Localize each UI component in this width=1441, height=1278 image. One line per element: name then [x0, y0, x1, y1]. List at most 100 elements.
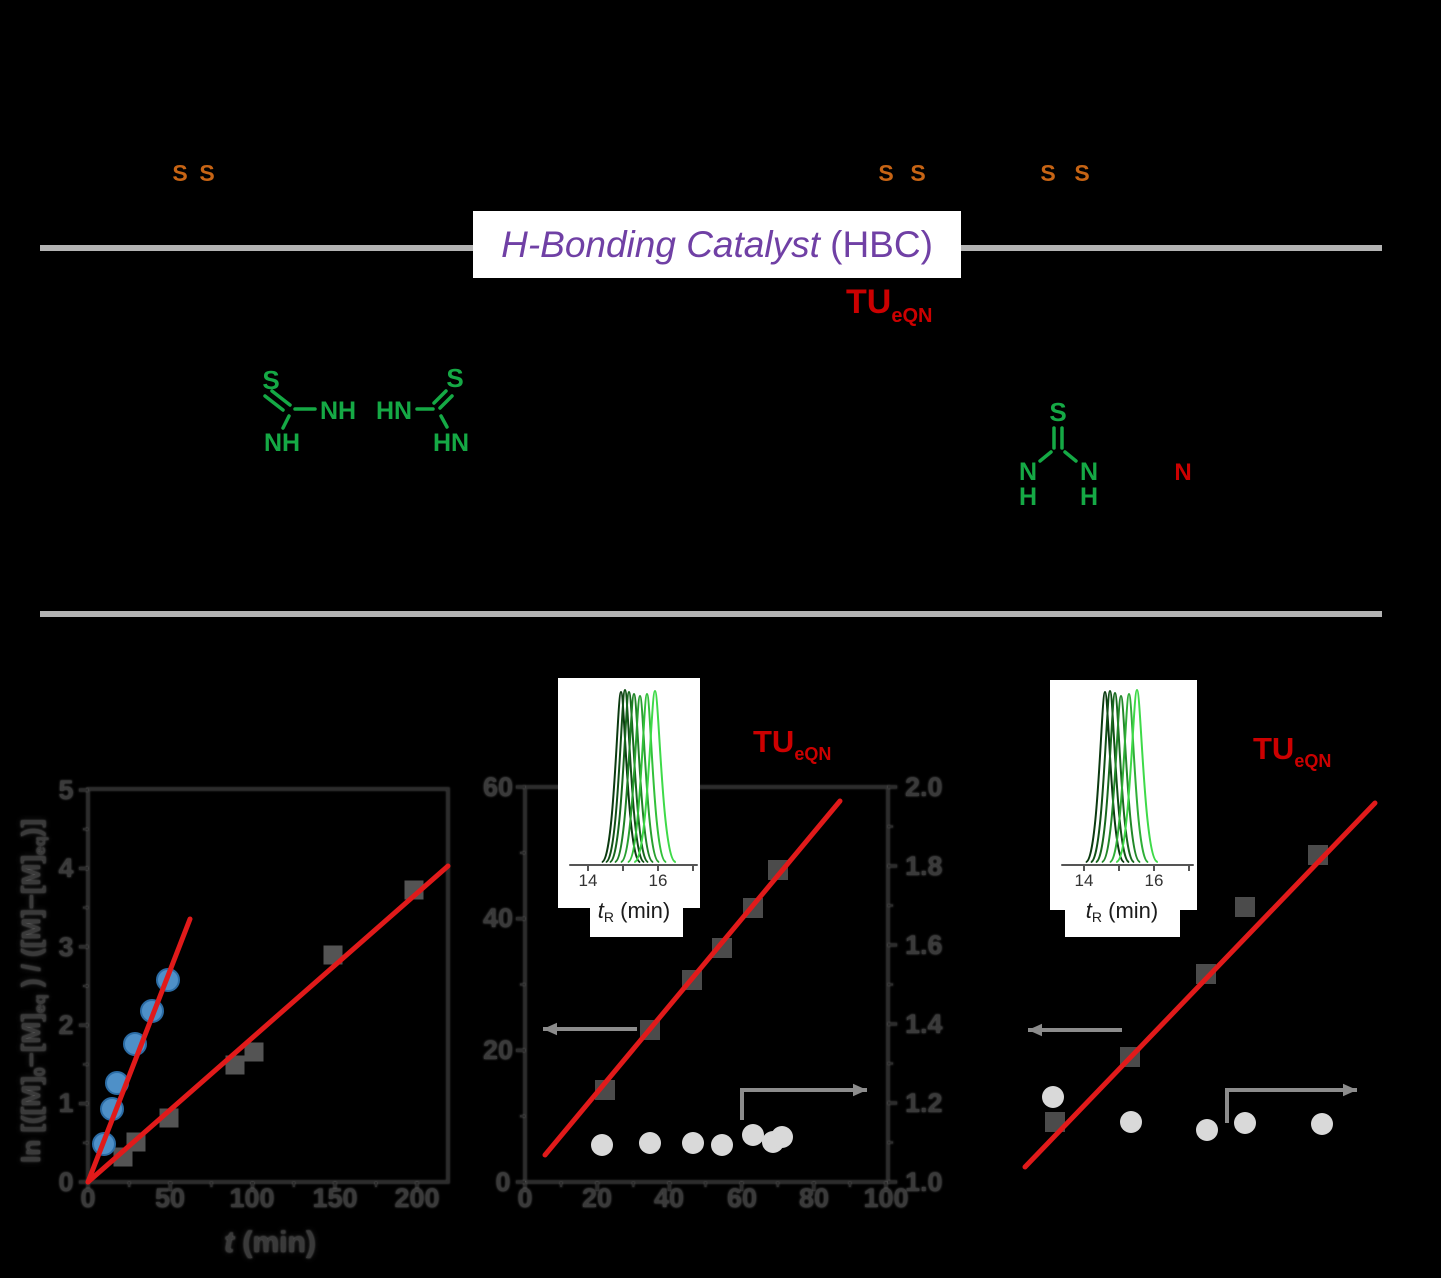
y2-tick-label: 1.4: [905, 1009, 943, 1039]
y2-tick-label: 1.8: [905, 851, 943, 881]
y2-tick-label: 1.6: [905, 930, 943, 960]
x-label-unit: (min): [234, 1226, 316, 1259]
y-tick-label: 0: [495, 1167, 510, 1197]
catalyst-label-right-plot: TUeQN: [1253, 731, 1331, 772]
y-tick-label: 2: [58, 1010, 73, 1040]
mn-square: [595, 1080, 615, 1100]
catalyst-label-main: TU: [1253, 731, 1295, 766]
x-tick-label: 100: [863, 1183, 908, 1213]
gpc-trace: [1094, 691, 1136, 863]
catalyst-h-atom: H: [1019, 483, 1037, 511]
fit-line: [1022, 800, 1378, 1170]
title-italic-text: H-Bonding Catalyst: [501, 223, 820, 265]
mn-square: [1196, 964, 1216, 984]
catalyst-label-middle-plot: TUeQN: [753, 724, 831, 765]
catalyst-s-atom: S: [1049, 397, 1066, 427]
dispersity-circle: [682, 1132, 704, 1154]
right-axis-arrow: [853, 1083, 867, 1097]
x-tick-label: 0: [517, 1183, 532, 1213]
left-axis-arrow: [1028, 1023, 1042, 1037]
left-plot-y-axis-label: ln [([M]0−[M]eq ) / ([M]−[M]eq)]: [16, 819, 49, 1163]
bond: [263, 394, 285, 412]
right-inset-x-label: tR (min): [1085, 898, 1159, 925]
catalyst-label-main: TU: [753, 724, 795, 759]
catalyst-label-scheme: TUeQN: [846, 283, 932, 328]
gpc-trace: [619, 694, 661, 863]
dispersity-circle: [771, 1126, 793, 1148]
catalyst-label-sub: eQN: [891, 305, 933, 327]
y-tick-label: 4: [58, 853, 73, 883]
dispersity-circle: [1196, 1119, 1218, 1141]
x-tick-label: 50: [155, 1183, 185, 1213]
fit-line: [542, 798, 843, 1158]
dispersity-circle: [711, 1134, 733, 1156]
inset-tick-label: 16: [1145, 871, 1164, 890]
gpc-trace: [633, 689, 677, 863]
gpc-trace: [626, 692, 668, 863]
right-axis-arrow: [1343, 1083, 1357, 1097]
thiourea2-nh: HN: [376, 397, 412, 425]
bond: [432, 389, 448, 405]
y2-tick-label: 1.0: [905, 1167, 943, 1197]
gpc-inset-tab: [590, 906, 683, 937]
monomer1-sulfur-atom: S: [172, 160, 187, 186]
left-axis-arrow: [543, 1022, 557, 1036]
dispersity-circle: [591, 1134, 613, 1156]
x-tick-label: 200: [394, 1183, 439, 1213]
bond: [1038, 450, 1053, 463]
dispersity-circle: [742, 1124, 764, 1146]
right-axis-arrow: [740, 1088, 867, 1120]
catalyst-label-main: TU: [846, 283, 892, 321]
fit-line: [85, 916, 193, 1185]
gpc-trace: [1108, 692, 1150, 863]
catalyst-label-sub: eQN: [1294, 751, 1332, 771]
bond: [281, 414, 291, 430]
data-point-square: [244, 1042, 264, 1062]
middle-inset-x-label: tR (min): [597, 898, 671, 925]
y-tick-label: 1: [58, 1088, 73, 1118]
title-rest-text: (HBC): [819, 223, 933, 265]
dispersity-circle: [1234, 1112, 1256, 1134]
dispersity-circle: [639, 1132, 661, 1154]
x-label-symbol: t: [224, 1226, 235, 1259]
x-tick-label: 100: [229, 1183, 274, 1213]
gpc-trace: [604, 688, 646, 863]
hbc-title-banner: H-Bonding Catalyst (HBC): [473, 211, 961, 278]
fit-line: [85, 863, 451, 1185]
mn-square: [712, 938, 732, 958]
polymer-sulfur-atom: S: [910, 160, 925, 186]
catalyst-n-atom: N: [1019, 458, 1037, 486]
catalyst-h-atom: H: [1080, 483, 1098, 511]
dispersity-circle: [1120, 1111, 1142, 1133]
dispersity-circle: [1042, 1086, 1064, 1108]
gpc-trace: [1084, 690, 1126, 863]
thiourea2-nh: HN: [433, 429, 469, 457]
y-tick-label: 5: [58, 775, 73, 805]
y-tick-label: 0: [58, 1167, 73, 1197]
inset-tick-label: 14: [579, 871, 598, 890]
mn-square: [1235, 897, 1255, 917]
y-tick-label: 3: [58, 932, 73, 962]
inset-tick-label: 14: [1075, 871, 1094, 890]
gpc-inset-tab: [1065, 908, 1180, 937]
bond: [438, 394, 454, 410]
x-tick-label: 20: [582, 1183, 612, 1213]
right-axis-arrow: [1225, 1088, 1357, 1123]
inset-tick-label: 16: [649, 871, 668, 890]
x-tick-label: 0: [80, 1183, 95, 1213]
y2-tick-label: 1.2: [905, 1088, 943, 1118]
monomer1-sulfur-atom: S: [199, 160, 214, 186]
x-tick-label: 80: [799, 1183, 829, 1213]
catalyst-label-sub: eQN: [794, 744, 832, 764]
thiourea1-s-atom: S: [262, 365, 279, 395]
polymer-sulfur-atom: S: [1040, 160, 1055, 186]
thiourea1-nh: NH: [320, 397, 356, 425]
y2-tick-label: 2.0: [905, 772, 943, 802]
mn-square: [768, 860, 788, 880]
x-tick-label: 40: [654, 1183, 684, 1213]
x-tick-label: 150: [312, 1183, 357, 1213]
bond: [1063, 450, 1078, 463]
y-tick-label: 40: [483, 903, 513, 933]
